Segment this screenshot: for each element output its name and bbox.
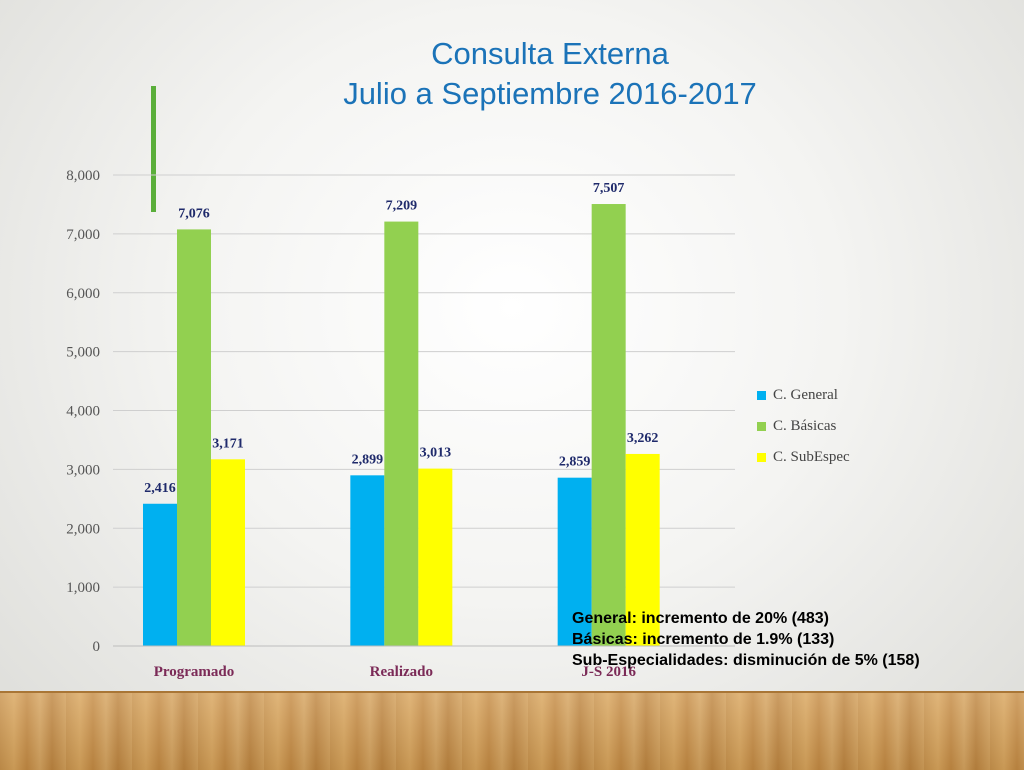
bar-chart: 0 1,000 2,000 3,000 4,000 5,000 6,000 7,000 8,00… [66, 168, 735, 680]
y-tick-label: 5,000 [66, 345, 100, 361]
legend-label-general: C. General [773, 387, 838, 403]
y-tick-label: 2,000 [66, 521, 100, 537]
data-label: 2,416 [144, 481, 176, 496]
legend-label-basicas: C. Básicas [773, 418, 837, 434]
wood-floor-decoration [0, 691, 1024, 770]
bar-2-0 [211, 459, 245, 646]
data-label: 7,209 [386, 199, 418, 214]
note-subespec: Sub-Especialidades: disminución de 5% (1… [572, 652, 920, 669]
bar-1-2 [591, 204, 626, 646]
legend-swatch-general [757, 391, 766, 400]
y-tick-label: 3,000 [66, 462, 100, 478]
legend-swatch-basicas [757, 422, 766, 431]
legend-item-subespec: C. SubEspec [757, 442, 850, 473]
bar-0-1 [350, 475, 385, 646]
x-category-label: Realizado [370, 664, 433, 680]
bar-0-2 [557, 477, 592, 646]
note-general: General: incremento de 20% (483) [572, 610, 829, 627]
legend-item-general: C. General [757, 380, 850, 411]
y-tick-label: 4,000 [66, 404, 100, 420]
data-label: 7,076 [178, 206, 210, 221]
data-label: 2,899 [352, 452, 384, 467]
data-label: 2,859 [559, 455, 591, 470]
data-label: 7,507 [593, 181, 625, 196]
note-basicas: Básicas: incremento de 1.9% (133) [572, 631, 835, 648]
data-label: 3,262 [627, 431, 659, 446]
y-tick-label: 1,000 [66, 580, 100, 596]
bar-1-0 [177, 229, 211, 646]
bar-1-1 [384, 221, 419, 646]
legend-swatch-subespec [757, 453, 766, 462]
slide-title: Consulta Externa Julio a Septiembre 2016… [0, 34, 1024, 114]
x-category-label: Programado [154, 664, 235, 680]
legend-label-subespec: C. SubEspec [773, 449, 850, 465]
x-category-label: J-S 2016 [581, 664, 636, 680]
bar-2-2 [625, 453, 660, 646]
chart-legend: C. General C. Básicas C. SubEspec [757, 380, 850, 473]
bar-2-1 [418, 468, 453, 646]
y-tick-label: 6,000 [66, 286, 100, 302]
bar-0-0 [143, 503, 177, 646]
title-line-2: Julio a Septiembre 2016-2017 [343, 76, 757, 111]
data-label: 3,171 [212, 436, 244, 451]
accent-bar [151, 86, 156, 212]
y-tick-label: 8,000 [66, 168, 100, 184]
legend-item-basicas: C. Básicas [757, 411, 850, 442]
y-tick-label: 7,000 [66, 227, 100, 243]
summary-notes: General: incremento de 20% (483) Básicas… [572, 608, 920, 671]
title-line-1: Consulta Externa [431, 36, 669, 71]
y-tick-label: 0 [93, 639, 101, 655]
data-label: 3,013 [420, 446, 452, 461]
